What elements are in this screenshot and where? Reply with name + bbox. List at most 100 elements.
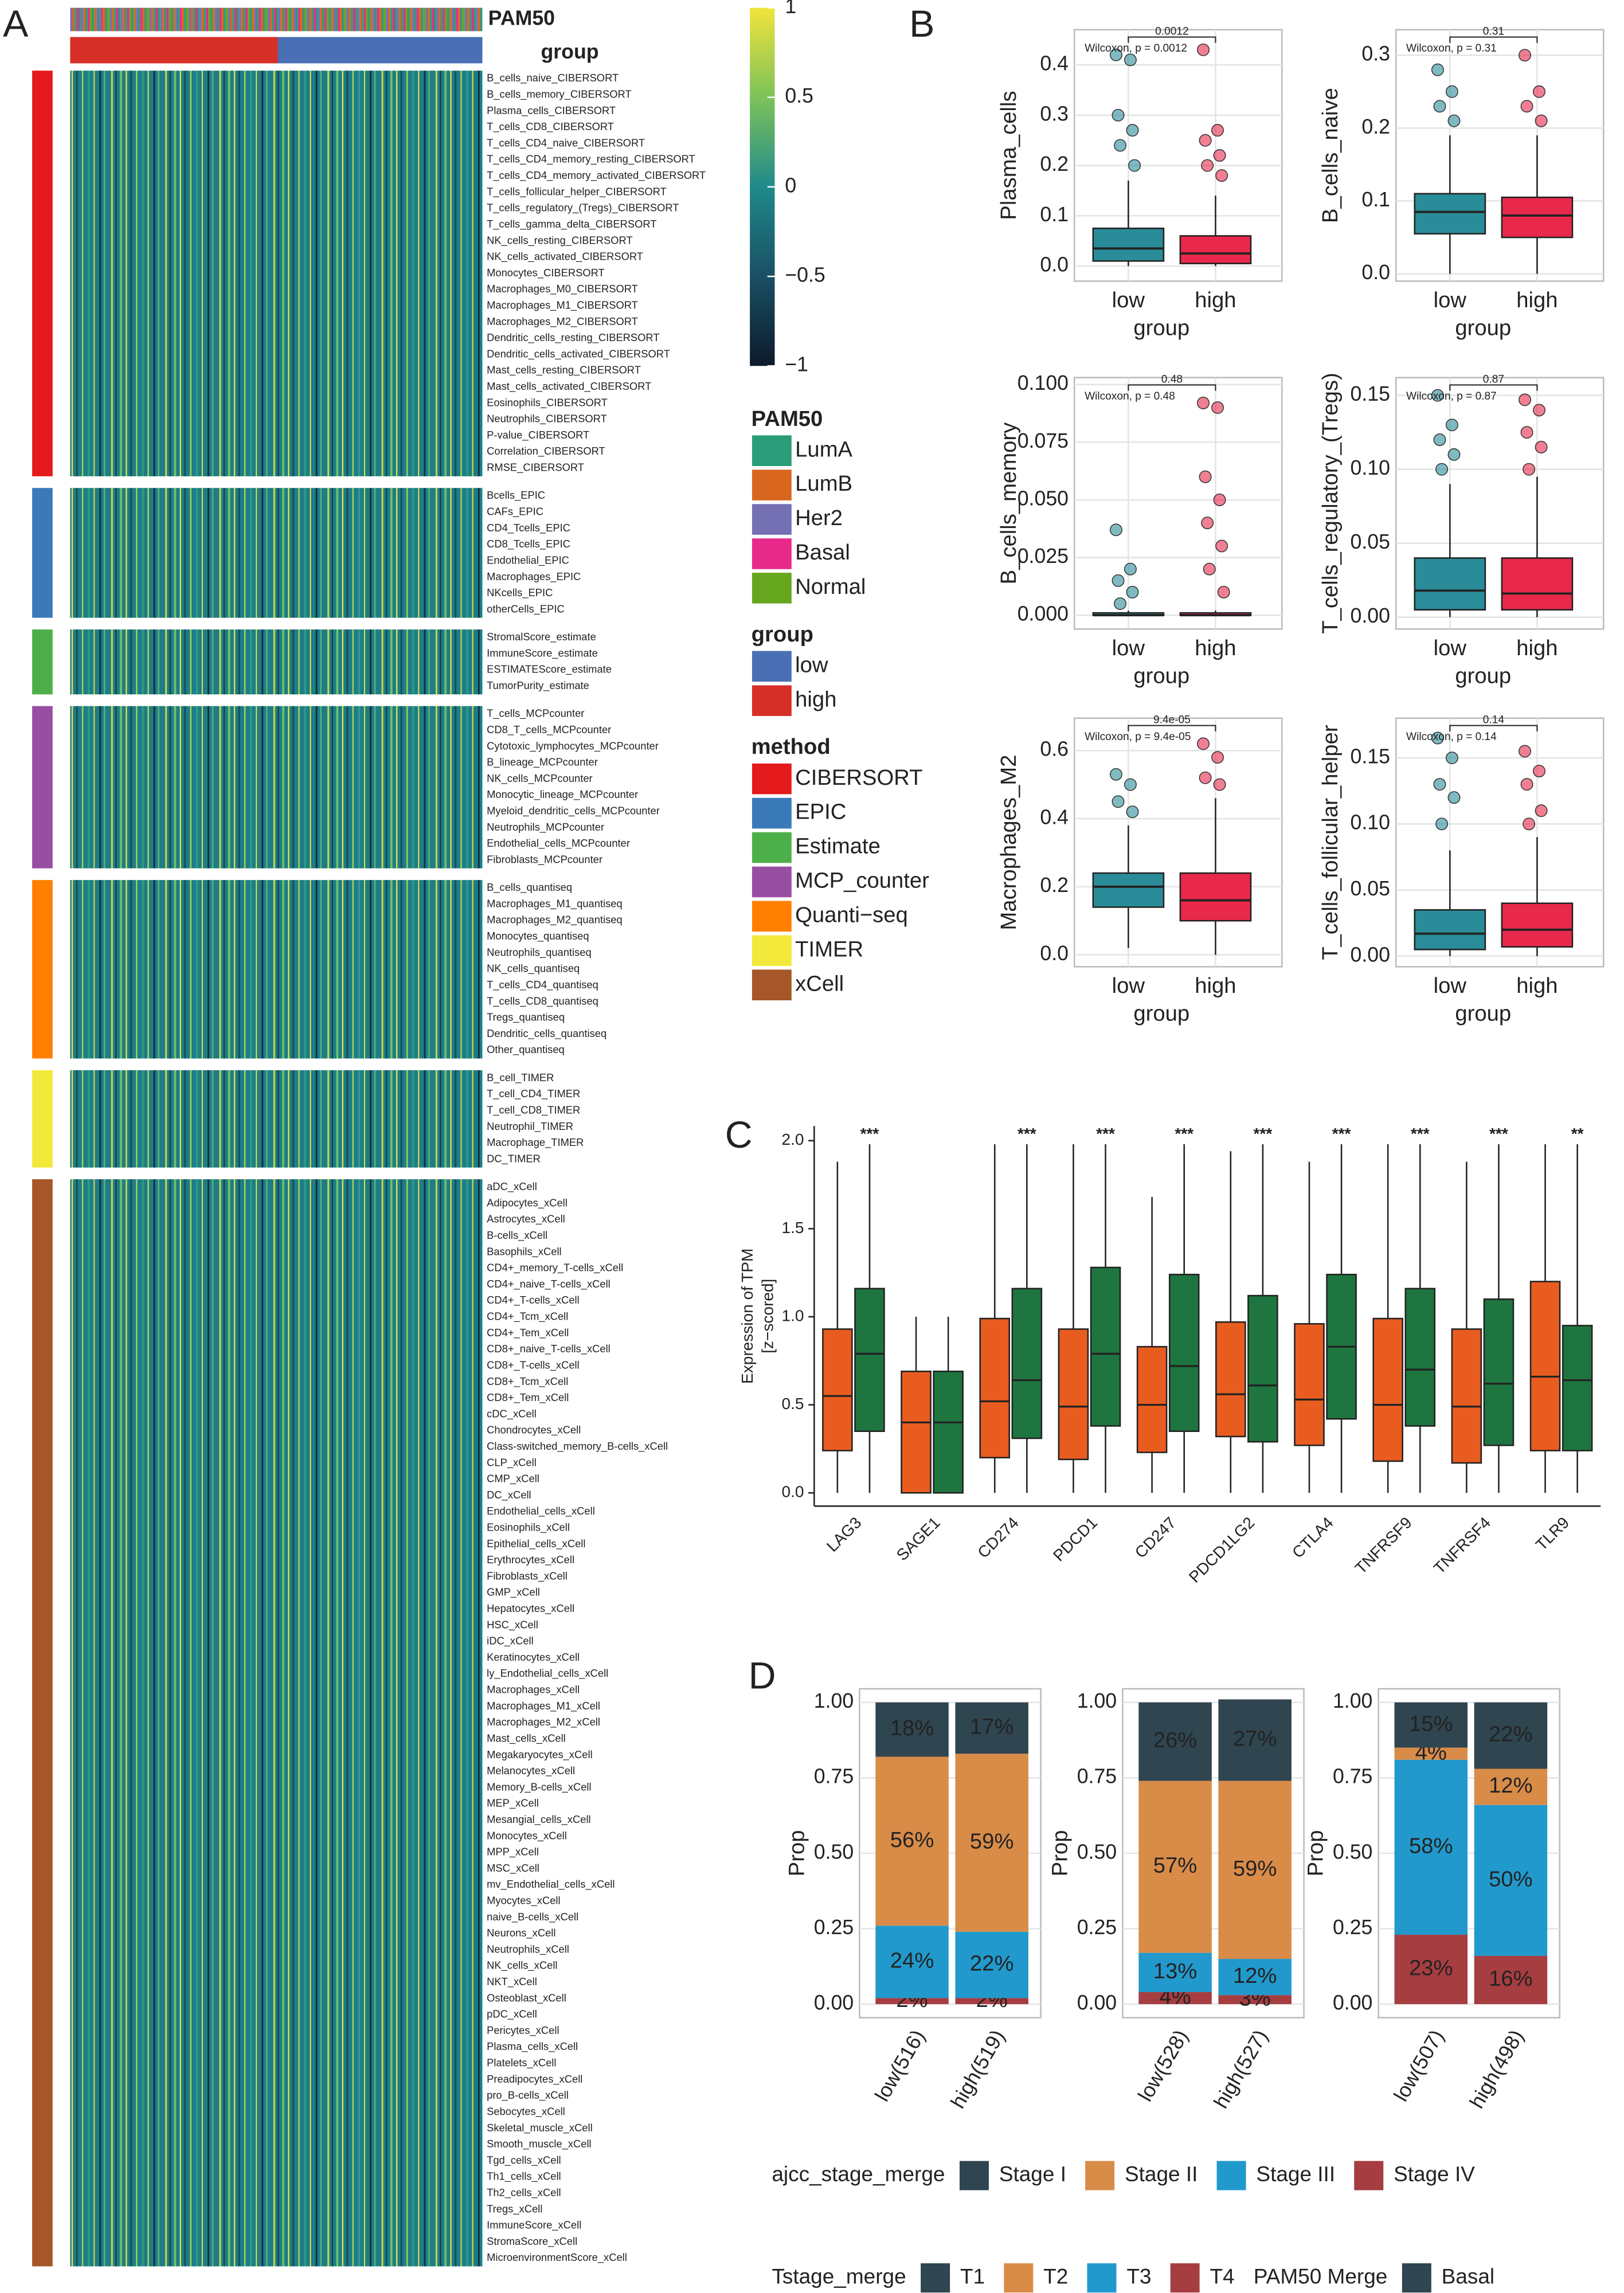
row-label: CD8+_T-cells_xCell [487,1359,580,1371]
point [1124,778,1137,791]
bar-segment [1474,1768,1548,1805]
heatmap-block [70,629,483,695]
test-label: Wilcoxon, p = 0.87 [1406,390,1497,402]
heatmap-block [70,1070,483,1168]
bracket [1128,725,1216,731]
row-label: MSC_xCell [487,1862,539,1875]
significance: *** [1489,1125,1508,1142]
point [1533,765,1545,778]
legend-label: Basal [1442,2264,1494,2288]
legend-swatch [750,537,793,571]
heatmap-block [70,1179,483,2267]
row-label: CD4_Tcells_EPIC [487,522,570,534]
y-tick-label: 0.4 [1040,805,1069,828]
bar-segment [1474,1955,1548,2005]
row-label: cDC_xCell [487,1407,537,1420]
y-tick-label: 0.15 [1351,745,1390,768]
y-axis-label: T_cells_follicular_helper [1318,725,1343,960]
row-label: Megakaryocytes_xCell [487,1748,593,1761]
row-label: NKcells_EPIC [487,586,553,599]
x-tick-label: CD247 [1132,1513,1180,1562]
panel-label: C [725,1114,753,1156]
y-tick-label: 0.6 [1040,738,1069,761]
point [1445,85,1458,98]
test-label: Wilcoxon, p = 9.4e-05 [1085,731,1191,743]
y-tick-label: 1.5 [782,1219,804,1237]
point [1433,778,1446,791]
plot-bg [1073,717,1283,968]
point [1201,516,1214,530]
significance: *** [1332,1125,1351,1142]
legend-swatch [750,468,793,502]
legend-label: high [795,687,836,711]
x-tick-label: low(516) [870,2026,929,2106]
pam50-bar [70,7,483,32]
y-axis-label: Plasma_cells [996,91,1021,220]
x-tick-label: high [1195,288,1236,312]
significance: ** [1571,1125,1584,1142]
row-label: T_cells_MCPcounter [487,707,584,720]
legend-label: TIMER [795,937,863,961]
row-label: T_cells_CD4_naive_CIBERSORT [487,136,645,149]
row-label: Other_quantiseq [487,1043,565,1056]
row-label: Monocytic_lineage_MCPcounter [487,788,638,801]
legend-swatch [750,831,793,864]
x-tick-label: low(528) [1133,2026,1192,2106]
point [1213,494,1226,506]
method-bar [32,706,53,868]
row-label: Class-switched_memory_B-cells_xCell [487,1440,668,1453]
x-tick-label: high(527) [1210,2026,1273,2112]
legend-label: Stage III [1256,2162,1335,2186]
point [1213,149,1226,162]
legend-title: method [752,734,831,759]
row-label: Macrophages_xCell [487,1684,580,1696]
point [1211,401,1224,414]
legend-swatch [1085,2161,1115,2190]
bar-segment [875,1756,949,1926]
point [1445,752,1458,765]
legend-label: Basal [795,540,850,565]
row-label: B_cells_memory_CIBERSORT [487,88,631,101]
row-label: Myeloid_dendritic_cells_MCPcounter [487,805,660,817]
test-label: Wilcoxon, p = 0.14 [1406,731,1497,743]
value-label: 27% [1233,1727,1277,1751]
legend-title: group [752,622,813,647]
row-label: Epithelial_cells_xCell [487,1537,585,1550]
x-axis-label: group [1133,1001,1189,1026]
y-tick-label: 0.100 [1018,371,1069,394]
legend-title: PAM50 [752,406,823,431]
box [1247,1294,1278,1443]
row-label: ImmuneScore_estimate [487,647,598,659]
y-tick-label: 0.00 [1351,604,1390,627]
row-label: Basophils_xCell [487,1245,562,1258]
row-label: MicroenvironmentScore_xCell [487,2251,627,2264]
row-label: Smooth_muscle_xCell [487,2138,592,2150]
value-label: 22% [970,1951,1014,1976]
y-tick-label: 0.10 [1351,456,1390,479]
row-label: Endothelial_cells_xCell [487,1505,595,1517]
legend-title: Tstage_merge [772,2264,906,2288]
annotation-label: PAM50 [488,6,555,29]
row-label: T_cells_CD8_CIBERSORT [487,120,614,133]
bar-segment [1218,1959,1292,1995]
panel-label: D [749,1655,776,1697]
box [1372,1317,1403,1462]
x-axis-label: group [1133,664,1189,688]
row-label: NK_cells_MCPcounter [487,772,593,785]
point [1199,470,1212,483]
row-label: GMP_xCell [487,1586,540,1599]
y-tick-label: 0.75 [1333,1765,1372,1788]
row-label: Macrophages_M1_xCell [487,1700,600,1712]
x-tick-label: high(519) [946,2026,1009,2112]
box [1404,1288,1436,1427]
point [1519,393,1531,406]
box [979,1317,1011,1459]
row-label: T_cells_CD4_memory_activated_CIBERSORT [487,169,706,182]
point [1197,737,1210,750]
row-label: Correlation_CIBERSORT [487,445,605,457]
row-label: T_cells_regulatory_(Tregs)_CIBERSORT [487,202,679,214]
row-label: Osteoblast_xCell [487,1991,566,2004]
y-tick-label: 0.025 [1018,545,1069,568]
value-label: 18% [890,1716,934,1740]
legend-swatch [750,899,793,933]
